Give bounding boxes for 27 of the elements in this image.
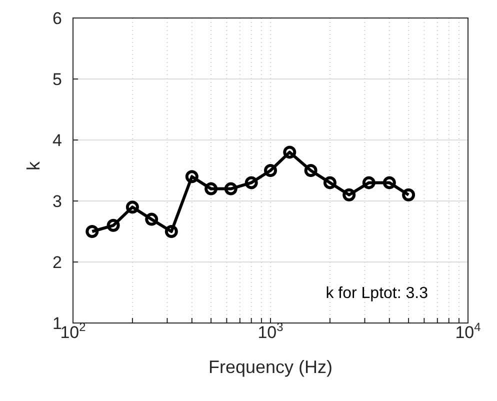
point bbox=[304, 164, 318, 177]
y-tick-label: 2 bbox=[52, 253, 62, 272]
point bbox=[204, 182, 218, 196]
point bbox=[264, 164, 277, 177]
point bbox=[126, 200, 139, 214]
point bbox=[164, 225, 178, 238]
point bbox=[224, 182, 238, 196]
point bbox=[185, 170, 198, 184]
point bbox=[86, 225, 99, 238]
x-axis-title: Frequency (Hz) bbox=[208, 357, 333, 377]
point bbox=[244, 176, 258, 190]
point bbox=[106, 218, 120, 232]
point bbox=[323, 176, 336, 190]
y-axis-title: k bbox=[23, 160, 44, 170]
y-tick-label: 5 bbox=[52, 70, 62, 90]
point bbox=[382, 176, 396, 190]
y-tick-label: 4 bbox=[52, 131, 62, 150]
y-tick-label: 1 bbox=[52, 314, 62, 334]
x-tick-label: 10$^{4}$ bbox=[455, 320, 482, 342]
annotation: k for Lptot: 3.3 bbox=[326, 285, 428, 302]
point bbox=[283, 146, 296, 159]
y-tick-label: 6 bbox=[52, 9, 62, 28]
point bbox=[362, 176, 376, 190]
y-tick-label: 3 bbox=[52, 192, 62, 212]
point bbox=[145, 212, 158, 226]
point bbox=[402, 188, 416, 202]
point bbox=[342, 188, 356, 202]
